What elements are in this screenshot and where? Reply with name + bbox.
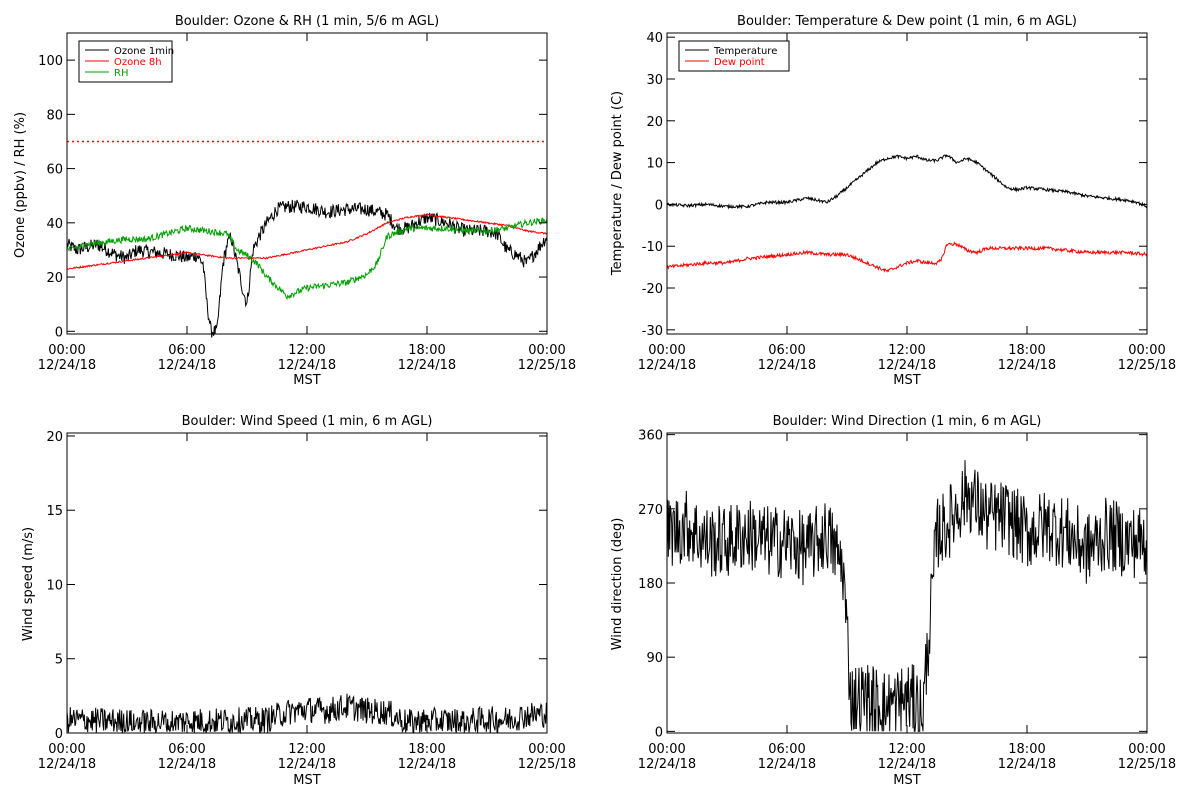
x-tick-label: 00:00 <box>1128 343 1165 358</box>
x-tick-label: 12/24/18 <box>398 757 456 772</box>
x-tick-label: 12/24/18 <box>758 358 816 373</box>
x-tick-label: 06:00 <box>768 343 805 358</box>
x-tick-label: 12/24/18 <box>998 757 1056 772</box>
x-tick-label: 12/24/18 <box>878 358 936 373</box>
legend-entry: Ozone 1min <box>114 46 174 57</box>
y-tick-label: 0 <box>655 725 663 740</box>
x-tick-label: 18:00 <box>408 343 445 358</box>
series-line-data <box>66 693 548 735</box>
x-tick-label: 12/24/18 <box>278 757 336 772</box>
y-tick-label: 180 <box>638 577 663 592</box>
x-tick-label: 18:00 <box>1008 343 1045 358</box>
x-tick-label: 12/24/18 <box>878 757 936 772</box>
x-tick-label: 12/25/18 <box>518 358 576 373</box>
x-tick-label: 00:00 <box>48 742 85 757</box>
x-tick-label: 18:00 <box>408 742 445 757</box>
y-tick-label: 360 <box>638 429 663 444</box>
series-line-dew-point <box>666 241 1148 273</box>
x-tick-label: 00:00 <box>1128 742 1165 757</box>
x-tick-label: 12:00 <box>888 343 925 358</box>
y-axis-label: Ozone (ppbv) / RH (%) <box>13 112 28 258</box>
panel-wind-speed: Boulder: Wind Speed (1 min, 6 m AGL) Win… <box>21 414 576 788</box>
chart-title: Boulder: Temperature & Dew point (1 min,… <box>737 14 1077 29</box>
y-tick-label: 60 <box>46 163 63 178</box>
plot-frame <box>66 432 548 734</box>
y-tick-label: 40 <box>46 217 63 232</box>
y-tick-label: 90 <box>646 651 663 666</box>
y-tick-label: 40 <box>646 31 663 46</box>
y-tick-label: 20 <box>46 271 63 286</box>
panel-temperature-dewpoint: Boulder: Temperature & Dew point (1 min,… <box>610 14 1176 388</box>
series-line-rh <box>66 217 548 301</box>
x-axis-label: MST <box>893 773 920 788</box>
series-line-data <box>666 460 1148 732</box>
x-tick-label: 06:00 <box>168 742 205 757</box>
y-axis-label: Wind direction (deg) <box>610 518 625 651</box>
x-tick-label: 12/24/18 <box>758 757 816 772</box>
x-tick-label: 12:00 <box>888 742 925 757</box>
x-tick-label: 06:00 <box>768 742 805 757</box>
series-line-ozone-8h <box>66 213 548 270</box>
y-tick-label: 20 <box>646 115 663 130</box>
x-tick-label: 12/24/18 <box>38 757 96 772</box>
x-axis-label: MST <box>293 773 320 788</box>
y-tick-label: 10 <box>646 157 663 172</box>
y-tick-label: 15 <box>46 504 63 519</box>
x-tick-label: 12/24/18 <box>638 358 696 373</box>
series-line-temperature <box>666 154 1148 210</box>
y-axis-label: Wind speed (m/s) <box>21 527 36 641</box>
x-tick-label: 12/25/18 <box>518 757 576 772</box>
y-tick-label: 10 <box>46 578 63 593</box>
chart-title: Boulder: Ozone & RH (1 min, 5/6 m AGL) <box>175 14 439 29</box>
x-tick-label: 00:00 <box>528 343 565 358</box>
x-tick-label: 12/25/18 <box>1118 757 1176 772</box>
y-tick-label: 0 <box>655 198 663 213</box>
y-tick-label: 20 <box>46 430 63 445</box>
y-tick-label: 270 <box>638 503 663 518</box>
x-tick-label: 12/24/18 <box>638 757 696 772</box>
panel-ozone-rh: Boulder: Ozone & RH (1 min, 5/6 m AGL) O… <box>13 14 576 388</box>
y-tick-label: 80 <box>46 108 63 123</box>
x-tick-label: 12:00 <box>288 343 325 358</box>
y-tick-label: 100 <box>38 54 63 69</box>
legend-entry: RH <box>114 68 128 79</box>
x-tick-label: 18:00 <box>1008 742 1045 757</box>
legend-box <box>678 40 790 72</box>
x-tick-label: 00:00 <box>648 742 685 757</box>
x-tick-label: 00:00 <box>528 742 565 757</box>
x-tick-label: 06:00 <box>168 343 205 358</box>
x-tick-label: 12/25/18 <box>1118 358 1176 373</box>
y-tick-label: 30 <box>646 73 663 88</box>
x-axis-label: MST <box>293 373 320 388</box>
y-tick-label: -10 <box>642 240 663 255</box>
legend-entry: Dew point <box>714 57 765 68</box>
legend-entry: Temperature <box>713 46 777 57</box>
series-line-ozone-1min <box>66 199 548 338</box>
x-tick-label: 12:00 <box>288 742 325 757</box>
chart-title: Boulder: Wind Direction (1 min, 6 m AGL) <box>773 414 1042 429</box>
x-tick-label: 12/24/18 <box>158 757 216 772</box>
plot-frame <box>666 32 1148 335</box>
y-axis-label: Temperature / Dew point (C) <box>610 91 625 276</box>
x-tick-label: 12/24/18 <box>38 358 96 373</box>
x-tick-label: 12/24/18 <box>398 358 456 373</box>
y-tick-label: -20 <box>642 282 663 297</box>
y-tick-label: 5 <box>55 653 63 668</box>
x-tick-label: 12/24/18 <box>158 358 216 373</box>
y-tick-label: -30 <box>642 324 663 339</box>
legend-entry: Ozone 8h <box>114 57 162 68</box>
y-tick-label: 0 <box>55 325 63 340</box>
y-tick-label: 0 <box>55 727 63 742</box>
chart-title: Boulder: Wind Speed (1 min, 6 m AGL) <box>182 414 433 429</box>
x-tick-label: 00:00 <box>648 343 685 358</box>
panel-wind-direction: Boulder: Wind Direction (1 min, 6 m AGL)… <box>610 414 1176 788</box>
x-tick-label: 12/24/18 <box>278 358 336 373</box>
x-tick-label: 12/24/18 <box>998 358 1056 373</box>
x-axis-label: MST <box>893 373 920 388</box>
x-tick-label: 00:00 <box>48 343 85 358</box>
